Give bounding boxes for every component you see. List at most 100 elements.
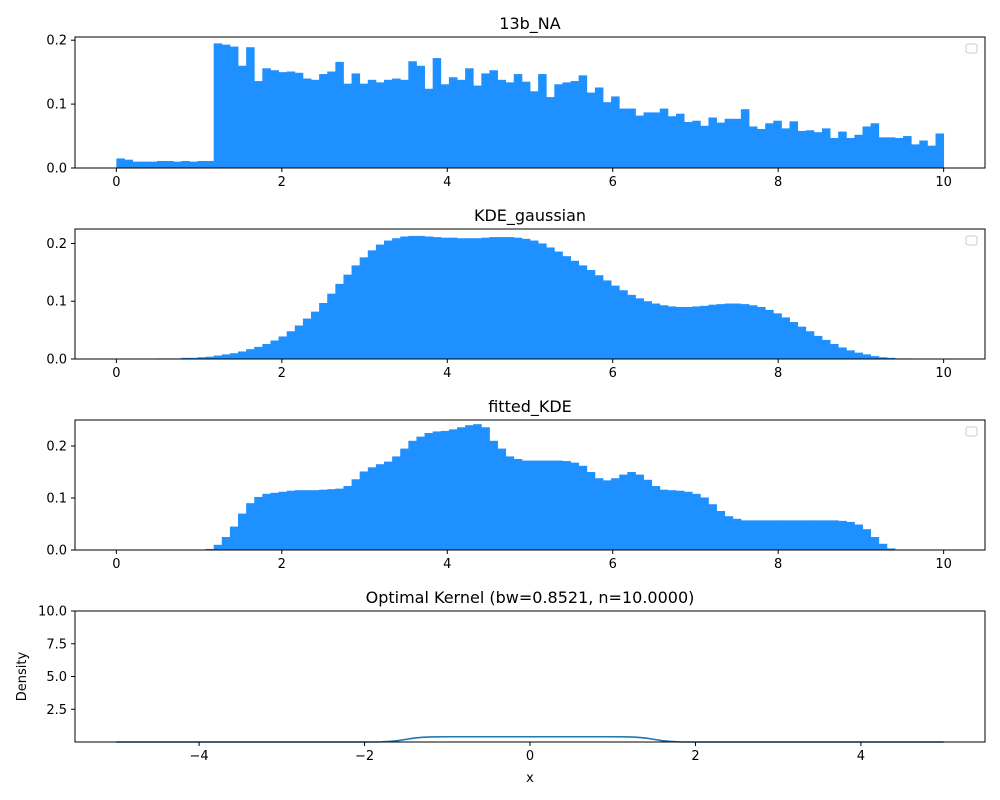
x-tick-label: 8 — [774, 175, 782, 190]
y-tick-label: 0.0 — [46, 353, 67, 368]
y-tick-label: 0.0 — [46, 162, 67, 177]
histogram-bar — [813, 335, 823, 359]
histogram-bar — [643, 112, 653, 168]
histogram-bar — [708, 304, 717, 359]
histogram-bar — [286, 331, 296, 359]
histogram-bar — [367, 79, 377, 168]
histogram-bar — [805, 520, 815, 550]
histogram-bar — [481, 237, 490, 359]
histogram-bar — [440, 84, 450, 168]
x-axis-label: x — [526, 771, 534, 786]
histogram-bar — [862, 529, 872, 550]
histogram-bar — [667, 490, 677, 550]
histogram-bar — [424, 433, 434, 550]
histogram-bar — [724, 303, 734, 359]
x-tick-label: 10 — [935, 557, 952, 572]
histogram-bar — [538, 460, 547, 550]
y-tick-label: 0.2 — [46, 34, 67, 49]
histogram-bar — [684, 121, 693, 168]
histogram-bar — [781, 520, 790, 550]
histogram-bar — [781, 128, 790, 168]
x-tick-label: 8 — [774, 366, 782, 381]
histogram-bar — [311, 490, 320, 550]
histogram-bar — [578, 265, 588, 359]
histogram-bar — [448, 429, 458, 550]
subplot-3: 0 2 4 6 8 10 0.0 0.1 0.2 fitted_KDE — [46, 397, 986, 572]
y-tick-label: 0.1 — [46, 295, 67, 310]
x-tick-label: 4 — [443, 557, 451, 572]
histogram-bar — [302, 318, 312, 359]
x-tick-label: 4 — [857, 749, 865, 764]
histogram-bar — [821, 128, 831, 168]
histogram-bar — [797, 520, 807, 550]
legend-box — [965, 235, 978, 246]
y-tick-label: 2.5 — [46, 703, 67, 718]
histogram-bar — [229, 353, 239, 359]
histogram-bar — [181, 357, 190, 359]
histogram-bar — [327, 489, 336, 550]
subplot-title: 13b_NA — [499, 14, 560, 34]
histogram-bar — [319, 302, 328, 359]
histogram-bar — [238, 65, 247, 168]
histogram-bar — [554, 84, 563, 168]
x-tick-label: 10 — [935, 175, 952, 190]
legend-box — [965, 426, 978, 437]
histogram-bar — [716, 122, 726, 168]
histogram-bar — [408, 61, 417, 168]
x-tick-label: −2 — [355, 749, 374, 764]
histogram-bar — [878, 357, 888, 359]
histogram-bar — [813, 520, 823, 550]
histogram-bar — [302, 490, 312, 550]
histogram-bar — [375, 464, 385, 550]
y-tick-label: 0.0 — [46, 544, 67, 559]
histogram-bar — [748, 520, 758, 550]
histogram-bar — [602, 280, 612, 359]
histogram-bar — [748, 126, 758, 168]
subplot-title: KDE_gaussian — [474, 206, 586, 226]
histogram-bar — [594, 478, 604, 550]
histogram-bar — [643, 479, 653, 550]
histogram-bar — [229, 46, 239, 168]
histogram-bar — [384, 79, 393, 168]
histogram-bar — [489, 440, 498, 550]
y-axis-label: Density — [15, 651, 30, 701]
histogram-bar — [562, 256, 571, 359]
histogram-bar — [692, 306, 701, 359]
histogram-bar — [465, 68, 474, 168]
histogram-bar — [708, 117, 717, 168]
x-tick-label: 0 — [112, 366, 120, 381]
histogram-bar — [457, 79, 466, 168]
x-tick-label: 6 — [609, 366, 617, 381]
histogram-bar — [424, 88, 434, 168]
histogram-bar — [278, 491, 288, 550]
histogram-bar — [878, 543, 888, 550]
y-tick-label: 7.5 — [46, 637, 67, 652]
histogram-bar — [675, 490, 685, 550]
histogram-bar — [327, 293, 336, 359]
histogram-bar — [870, 123, 880, 168]
histogram-bar — [294, 325, 304, 359]
x-tick-label: 4 — [443, 366, 451, 381]
histogram-bar — [286, 71, 296, 168]
histogram-bar — [813, 132, 823, 168]
subplot-title: fitted_KDE — [488, 397, 572, 417]
histogram-bar — [270, 340, 279, 359]
histogram-bar — [846, 521, 855, 550]
histogram-bar — [911, 144, 920, 168]
histogram-bar — [319, 489, 328, 550]
histogram-bar — [448, 237, 458, 359]
histogram-bar — [821, 520, 831, 550]
histogram-bar — [773, 520, 782, 550]
histogram-bar — [611, 96, 620, 168]
histogram-bar — [481, 73, 490, 168]
histogram-bar — [732, 303, 742, 359]
histogram-bar — [611, 285, 620, 359]
x-tick-label: 8 — [774, 557, 782, 572]
histogram-bar — [546, 247, 555, 359]
histogram-bar — [205, 356, 215, 359]
histogram-bar — [343, 486, 352, 550]
histogram-bar — [538, 243, 547, 359]
histogram-bar — [846, 137, 855, 168]
histogram-bar — [700, 305, 709, 359]
